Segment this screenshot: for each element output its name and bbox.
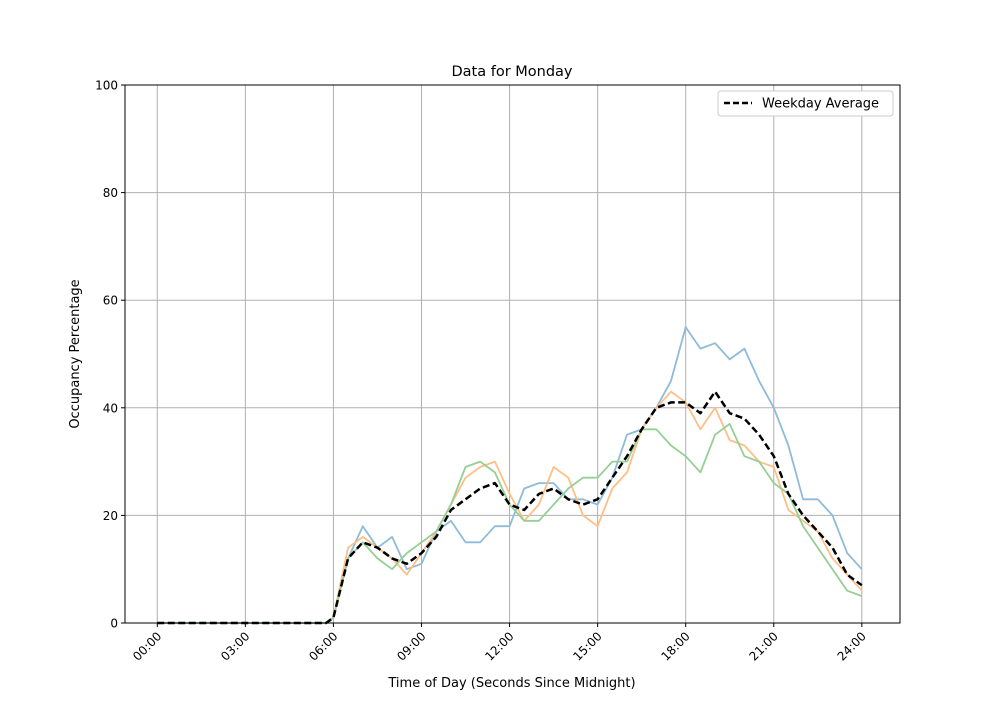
x-tick-label: 15:00 bbox=[570, 629, 604, 663]
legend: Weekday Average bbox=[717, 90, 894, 117]
chart-title: Data for Monday bbox=[451, 64, 572, 80]
x-tick-label: 09:00 bbox=[394, 629, 428, 663]
x-tick-label: 24:00 bbox=[835, 629, 869, 663]
x-tick-label: 18:00 bbox=[658, 629, 692, 663]
legend-label-weekday-average: Weekday Average bbox=[762, 97, 879, 112]
x-axis-label: Time of Day (Seconds Since Midnight) bbox=[387, 676, 635, 691]
x-tick-label: 00:00 bbox=[130, 629, 164, 663]
grid bbox=[125, 84, 900, 624]
x-tick-label: 06:00 bbox=[306, 629, 340, 663]
x-tick-label: 21:00 bbox=[747, 629, 781, 663]
x-tick-label: 12:00 bbox=[482, 629, 516, 663]
ticks: 00:00 03:00 06:00 09:00 12:00 15:00 18:00 21:00… bbox=[95, 79, 869, 664]
plot-frame bbox=[124, 84, 901, 624]
y-tick-label: 60 bbox=[103, 294, 118, 308]
y-tick-label: 0 bbox=[110, 617, 118, 631]
y-tick-label: 20 bbox=[103, 509, 118, 523]
x-tick-label: 03:00 bbox=[218, 629, 252, 663]
y-axis-label: Occupancy Percentage bbox=[68, 279, 83, 428]
y-tick-label: 40 bbox=[103, 401, 118, 415]
y-tick-label: 100 bbox=[95, 79, 118, 93]
legend-box bbox=[717, 90, 894, 117]
y-tick-label: 80 bbox=[103, 186, 118, 200]
